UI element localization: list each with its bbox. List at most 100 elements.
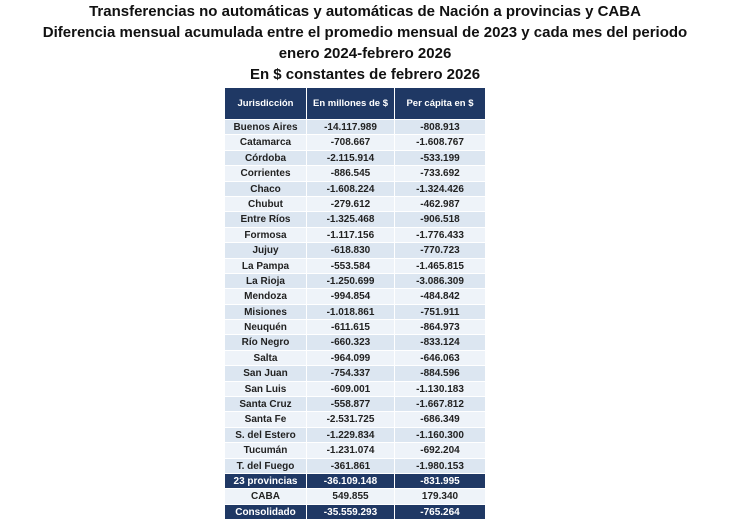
table-cell: -36.109.148: [307, 473, 395, 489]
table-cell: -733.692: [420, 168, 460, 180]
table-totals: 23 provincias -36.109.148 -831.995 CABA 549.…: [225, 473, 485, 521]
table-cell: -553.584: [307, 258, 395, 273]
table-cell: -1.324.426: [416, 183, 464, 195]
table-cell: -964.099: [307, 350, 395, 366]
column-header: Jurisdicción: [225, 88, 307, 119]
table-row: La Pampa -553.584 -1.465.815: [225, 258, 485, 274]
table-row: Salta -964.099 -646.063: [225, 350, 485, 367]
table-row: CABA 549.855 179.340: [225, 489, 485, 505]
table-row: Consolidado -35.559.293 -765.264: [225, 504, 485, 521]
table-cell: -484.842: [420, 291, 460, 303]
table-cell: Santa Fe: [225, 412, 307, 427]
table-row: La Rioja -1.250.699 -3.086.309: [225, 273, 485, 290]
table-cell: -1.231.074: [307, 443, 395, 458]
table-row: Corrientes -886.545 -733.692: [225, 166, 485, 182]
table-cell: Neuquén: [225, 320, 307, 335]
table-cell: -279.612: [307, 196, 395, 212]
table-cell: -686.349: [420, 414, 460, 426]
table-row: T. del Fuego -361.861 -1.980.153: [225, 458, 485, 474]
table-cell: -611.615: [307, 320, 395, 335]
table-cell: Santa Cruz: [225, 397, 307, 412]
table-cell: Formosa: [225, 227, 307, 243]
table-cell: -692.204: [420, 445, 460, 457]
table-cell: San Luis: [225, 381, 307, 397]
table-row: Chaco -1.608.224 -1.324.426: [225, 181, 485, 197]
table-row: Santa Fe -2.531.725 -686.349: [225, 412, 485, 428]
table-cell: Salta: [225, 350, 307, 366]
table-cell: 549.855: [307, 489, 395, 504]
table-cell: -2.115.914: [307, 150, 395, 166]
column-header: En millones de $: [307, 88, 395, 119]
table-cell: Corrientes: [225, 166, 307, 181]
table-cell: La Pampa: [225, 258, 307, 273]
table-row: Misiones -1.018.861 -751.911: [225, 304, 485, 321]
table-cell: -558.877: [307, 397, 395, 412]
table-cell: La Rioja: [225, 273, 307, 289]
table-cell: Buenos Aires: [225, 120, 307, 135]
table-cell: -864.973: [420, 322, 460, 334]
table-cell: -1.325.468: [307, 212, 395, 227]
title-line: enero 2024-febrero 2026: [278, 45, 452, 62]
table-cell: -751.911: [420, 306, 460, 318]
table-cell: -609.001: [307, 381, 395, 397]
table-cell: -1.250.699: [307, 273, 395, 289]
table-cell: -754.337: [307, 366, 395, 381]
table-row: Buenos Aires -14.117.989 -808.913: [225, 120, 485, 136]
table-cell: -1.465.815: [416, 260, 464, 272]
table-row: Río Negro -660.323 -833.124: [225, 335, 485, 351]
table-cell: -660.323: [307, 335, 395, 350]
table: Jurisdicción En millones de $ Per cápita e…: [225, 88, 485, 521]
title-line: En $ constantes de febrero 2026: [249, 66, 481, 83]
table-cell: -1.018.861: [307, 304, 395, 320]
table-cell: Entre Ríos: [225, 212, 307, 227]
column-header: Per cápita en $: [406, 98, 474, 109]
table-cell: Mendoza: [225, 289, 307, 304]
table-row: Formosa -1.117.156 -1.776.433: [225, 227, 485, 244]
table-row: San Luis -609.001 -1.130.183: [225, 381, 485, 398]
table-cell: -462.987: [420, 198, 460, 210]
table-cell: -1.776.433: [416, 229, 464, 241]
table-cell: T. del Fuego: [225, 458, 307, 473]
table-cell: Tucumán: [225, 443, 307, 458]
table-cell: 23 provincias: [225, 473, 307, 489]
table-row: Córdoba -2.115.914 -533.199: [225, 150, 485, 167]
table-row: 23 provincias -36.109.148 -831.995: [225, 473, 485, 490]
table-cell: Catamarca: [225, 135, 307, 150]
table-cell: -1.667.812: [416, 399, 464, 411]
table-cell: Chaco: [225, 181, 307, 196]
table-cell: -1.117.156: [307, 227, 395, 243]
table-cell: Consolidado: [225, 504, 307, 520]
table-cell: -1.980.153: [416, 460, 464, 472]
table-cell: -618.830: [307, 243, 395, 258]
table-row: S. del Estero -1.229.834 -1.160.300: [225, 427, 485, 444]
table-cell: S. del Estero: [225, 427, 307, 443]
table-cell: -533.199: [420, 152, 460, 164]
table-cell: Misiones: [225, 304, 307, 320]
table-cell: -831.995: [420, 475, 460, 487]
table-row: Santa Cruz -558.877 -1.667.812: [225, 397, 485, 413]
title-line: Diferencia mensual acumulada entre el pr…: [42, 24, 688, 41]
table-row: Tucumán -1.231.074 -692.204: [225, 443, 485, 459]
table-cell: -1.130.183: [416, 383, 464, 395]
table-cell: 179.340: [421, 491, 459, 503]
table-cell: -14.117.989: [307, 120, 395, 135]
table-cell: -708.667: [307, 135, 395, 150]
table-body: Buenos Aires -14.117.989 -808.913 Catamarca…: [225, 120, 485, 474]
table-row: Chubut -279.612 -462.987: [225, 196, 485, 213]
table-cell: CABA: [225, 489, 307, 504]
table-row: Jujuy -618.830 -770.723: [225, 243, 485, 259]
table-row: San Juan -754.337 -884.596: [225, 366, 485, 382]
table-cell: Córdoba: [225, 150, 307, 166]
table-cell: -1.608.767: [416, 137, 464, 149]
table-cell: -906.518: [420, 214, 460, 226]
table-cell: -361.861: [307, 458, 395, 473]
table-cell: -1.160.300: [416, 429, 464, 441]
table-row: Entre Ríos -1.325.468 -906.518: [225, 212, 485, 228]
table-cell: -770.723: [420, 245, 460, 257]
table-cell: Jujuy: [225, 243, 307, 258]
table-row: Catamarca -708.667 -1.608.767: [225, 135, 485, 151]
table-cell: -3.086.309: [416, 275, 464, 287]
table-cell: -1.229.834: [307, 427, 395, 443]
table-row: Neuquén -611.615 -864.973: [225, 320, 485, 336]
